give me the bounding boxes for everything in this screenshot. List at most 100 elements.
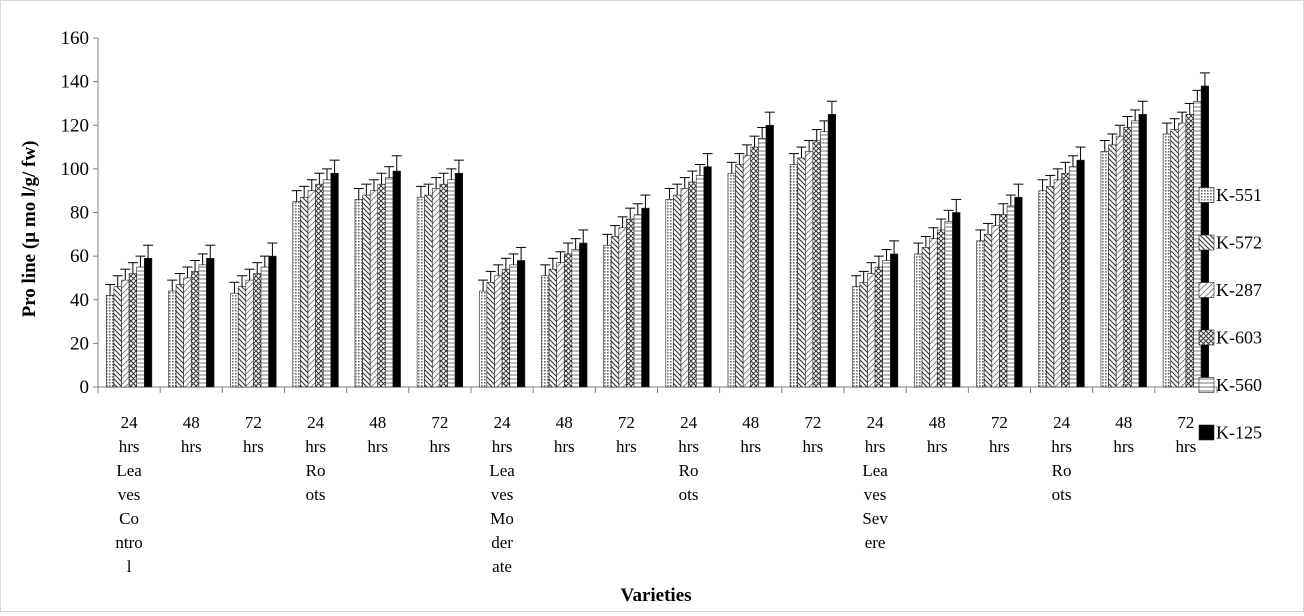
- bar: [921, 247, 930, 388]
- x-category-label: Ro: [306, 461, 326, 480]
- bar: [665, 199, 674, 388]
- x-category-label: hrs: [927, 437, 948, 456]
- bar: [198, 264, 207, 388]
- x-category-label: hrs: [305, 437, 326, 456]
- bar: [143, 258, 153, 388]
- bar: [1115, 135, 1125, 388]
- bar: [688, 181, 697, 388]
- bar: [501, 268, 510, 388]
- legend-label: K-125: [1216, 423, 1262, 443]
- bar: [797, 157, 806, 388]
- x-category-label: ves: [118, 485, 141, 504]
- bar: [354, 199, 363, 388]
- x-category-label: hrs: [1176, 437, 1197, 456]
- bar: [633, 214, 642, 388]
- bar: [268, 255, 277, 388]
- x-category-label: ots: [1052, 485, 1072, 504]
- bar: [190, 271, 200, 388]
- bar: [105, 295, 115, 388]
- category-labels: 24 hrs Lea ves Co ntro l 48 hrs 72 hrs 24 hrs Ro ots 48…: [115, 413, 1196, 576]
- bar: [758, 138, 767, 388]
- legend-label: K-551: [1216, 185, 1262, 205]
- bar: [952, 212, 961, 388]
- bar: [245, 279, 254, 388]
- x-category-label: 24: [1053, 413, 1071, 432]
- x-category-label: hrs: [181, 437, 202, 456]
- x-category-label: 24: [121, 413, 139, 432]
- bar: [976, 240, 985, 388]
- bar: [322, 179, 332, 388]
- legend-swatch: [1198, 187, 1215, 203]
- bar: [307, 190, 316, 388]
- bar: [541, 275, 550, 388]
- bar: [999, 214, 1008, 388]
- bar: [1038, 190, 1047, 388]
- legend-swatch: [1198, 329, 1215, 346]
- x-category-label: Lea: [862, 461, 888, 480]
- bar: [392, 170, 401, 388]
- bar: [1061, 172, 1070, 388]
- bar: [1076, 159, 1085, 388]
- bar: [260, 266, 269, 388]
- bar: [1123, 127, 1132, 388]
- x-category-label: Lea: [489, 461, 515, 480]
- x-category-label: 48: [369, 413, 386, 432]
- x-category-label: hrs: [430, 437, 451, 456]
- bar: [571, 249, 580, 388]
- x-category-label: 48: [1115, 413, 1132, 432]
- bar: [253, 273, 262, 388]
- bar: [1131, 120, 1140, 388]
- axes: 0 20 40 60 80 100 120 140 160: [61, 28, 1218, 398]
- bar: [128, 273, 137, 388]
- y-tick-label: 0: [80, 377, 90, 398]
- bar: [805, 151, 814, 388]
- bar: [206, 258, 215, 388]
- bar: [727, 172, 736, 388]
- bar: [603, 244, 612, 388]
- x-category-label: hrs: [367, 437, 388, 456]
- bar: [579, 242, 588, 388]
- bar: [183, 277, 192, 388]
- x-category-label: 72: [431, 413, 448, 432]
- bar: [486, 281, 495, 388]
- legend-swatch: [1198, 377, 1215, 393]
- y-tick-label: 120: [61, 115, 90, 136]
- legend-swatch: [1198, 234, 1215, 251]
- x-category-label: 24: [867, 413, 885, 432]
- x-axis-title: Varieties: [620, 585, 691, 606]
- x-category-label: hrs: [1113, 437, 1134, 456]
- bar: [377, 183, 386, 388]
- x-category-label: hrs: [678, 437, 699, 456]
- bar: [889, 253, 899, 388]
- x-category-label: hrs: [1051, 437, 1072, 456]
- bar: [516, 260, 526, 388]
- x-category-label: Ro: [1052, 461, 1072, 480]
- bar: [867, 273, 876, 388]
- y-tick-label: 140: [61, 72, 90, 93]
- legend-swatch: [1198, 424, 1215, 441]
- x-category-label: 72: [991, 413, 1008, 432]
- x-category-label: ves: [864, 485, 887, 504]
- bar: [1046, 186, 1055, 388]
- bar: [991, 225, 1000, 388]
- bar: [673, 194, 682, 388]
- x-category-label: hrs: [803, 437, 824, 456]
- bar: [369, 190, 379, 388]
- bar: [812, 140, 821, 388]
- x-category-label: hrs: [119, 437, 140, 456]
- x-category-label: ots: [306, 485, 326, 504]
- x-category-label: hrs: [989, 437, 1010, 456]
- bar: [680, 188, 689, 388]
- legend-label: K-572: [1216, 233, 1262, 253]
- bar: [556, 262, 565, 388]
- bar: [618, 227, 627, 388]
- legend-label: K-287: [1216, 280, 1262, 300]
- bar: [929, 238, 938, 388]
- bar: [1138, 114, 1147, 388]
- bar: [362, 194, 371, 388]
- x-category-label: 24: [680, 413, 698, 432]
- x-category-label: hrs: [616, 437, 637, 456]
- bar: [874, 266, 883, 388]
- bar: [1185, 114, 1194, 388]
